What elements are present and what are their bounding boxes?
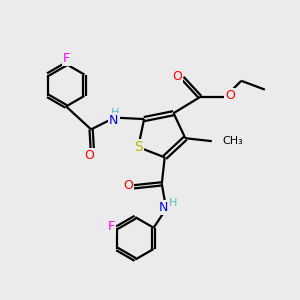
Text: N: N: [159, 201, 168, 214]
Text: O: O: [172, 70, 182, 83]
Text: S: S: [134, 140, 142, 154]
Text: O: O: [124, 179, 134, 192]
Text: O: O: [85, 149, 94, 162]
Text: H: H: [169, 198, 178, 208]
Text: CH₃: CH₃: [222, 136, 243, 146]
Text: N: N: [109, 114, 118, 127]
Text: F: F: [107, 220, 115, 233]
Text: F: F: [62, 52, 70, 65]
Text: O: O: [225, 89, 235, 102]
Text: H: H: [110, 108, 119, 118]
